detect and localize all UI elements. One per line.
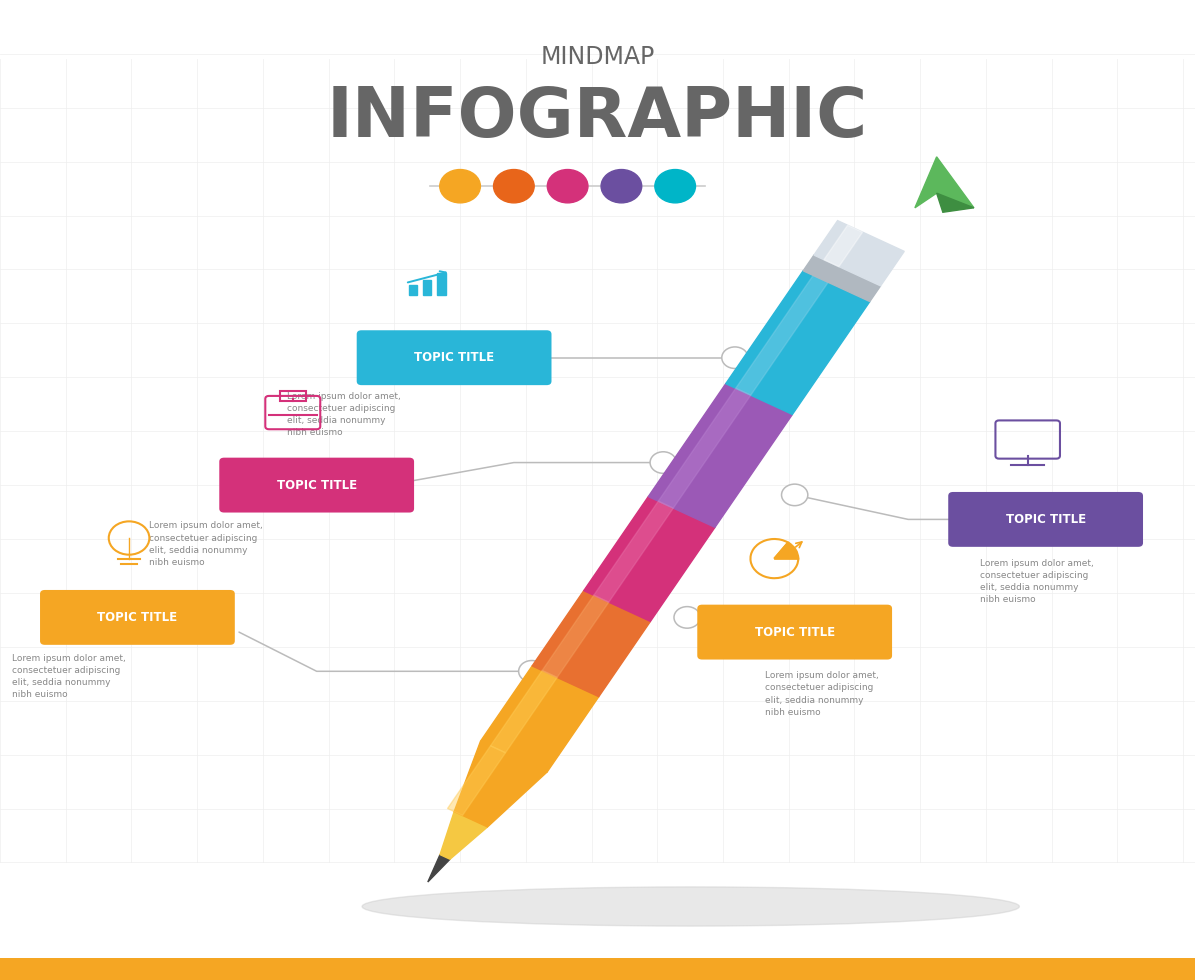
Text: MINDMAP: MINDMAP bbox=[540, 45, 655, 69]
Polygon shape bbox=[440, 811, 488, 859]
Polygon shape bbox=[649, 384, 792, 527]
Polygon shape bbox=[480, 666, 599, 772]
Text: TOPIC TITLE: TOPIC TITLE bbox=[97, 611, 178, 624]
Text: TOPIC TITLE: TOPIC TITLE bbox=[413, 351, 495, 365]
FancyBboxPatch shape bbox=[220, 458, 415, 513]
Circle shape bbox=[601, 170, 642, 203]
Circle shape bbox=[655, 170, 695, 203]
Circle shape bbox=[650, 452, 676, 473]
Polygon shape bbox=[736, 275, 828, 395]
Text: Lorem ipsum dolor amet,
consectetuer adipiscing
elit, seddia nonummy
nibh euismo: Lorem ipsum dolor amet, consectetuer adi… bbox=[149, 521, 263, 566]
Text: Lorem ipsum dolor amet,
consectetuer adipiscing
elit, seddia nonummy
nibh euismo: Lorem ipsum dolor amet, consectetuer adi… bbox=[980, 559, 1093, 604]
Circle shape bbox=[494, 170, 534, 203]
Text: Lorem ipsum dolor amet,
consectetuer adipiscing
elit, seddia nonummy
nibh euismo: Lorem ipsum dolor amet, consectetuer adi… bbox=[765, 671, 878, 716]
Circle shape bbox=[722, 347, 748, 368]
Circle shape bbox=[547, 170, 588, 203]
Polygon shape bbox=[915, 157, 974, 208]
Text: TOPIC TITLE: TOPIC TITLE bbox=[276, 478, 357, 492]
Circle shape bbox=[674, 607, 700, 628]
Polygon shape bbox=[543, 595, 608, 677]
Bar bbox=[437, 273, 446, 295]
FancyBboxPatch shape bbox=[948, 492, 1142, 547]
Text: TOPIC TITLE: TOPIC TITLE bbox=[1005, 513, 1086, 526]
Polygon shape bbox=[454, 741, 547, 827]
FancyBboxPatch shape bbox=[698, 605, 891, 660]
Circle shape bbox=[519, 661, 545, 682]
Polygon shape bbox=[584, 497, 715, 621]
Polygon shape bbox=[814, 220, 905, 286]
Text: TOPIC TITLE: TOPIC TITLE bbox=[754, 625, 835, 639]
Bar bbox=[0, 958, 1195, 980]
Text: Lorem ipsum dolor amet,
consectetuer adipiscing
elit, seddia nonummy
nibh euismo: Lorem ipsum dolor amet, consectetuer adi… bbox=[287, 392, 400, 437]
Bar bbox=[409, 285, 417, 295]
Circle shape bbox=[782, 484, 808, 506]
Polygon shape bbox=[428, 855, 451, 882]
Polygon shape bbox=[823, 225, 863, 267]
Polygon shape bbox=[658, 388, 750, 508]
FancyBboxPatch shape bbox=[41, 590, 234, 645]
Circle shape bbox=[440, 170, 480, 203]
Polygon shape bbox=[532, 591, 650, 697]
Polygon shape bbox=[937, 193, 974, 213]
Bar bbox=[423, 280, 431, 295]
FancyBboxPatch shape bbox=[356, 330, 552, 385]
Text: INFOGRAPHIC: INFOGRAPHIC bbox=[327, 84, 868, 151]
Polygon shape bbox=[490, 670, 557, 753]
Wedge shape bbox=[774, 543, 798, 559]
Polygon shape bbox=[725, 270, 870, 415]
Ellipse shape bbox=[362, 887, 1019, 926]
Polygon shape bbox=[803, 255, 881, 302]
Polygon shape bbox=[447, 746, 505, 815]
Text: Lorem ipsum dolor amet,
consectetuer adipiscing
elit, seddia nonummy
nibh euismo: Lorem ipsum dolor amet, consectetuer adi… bbox=[12, 654, 125, 699]
Polygon shape bbox=[594, 501, 673, 602]
